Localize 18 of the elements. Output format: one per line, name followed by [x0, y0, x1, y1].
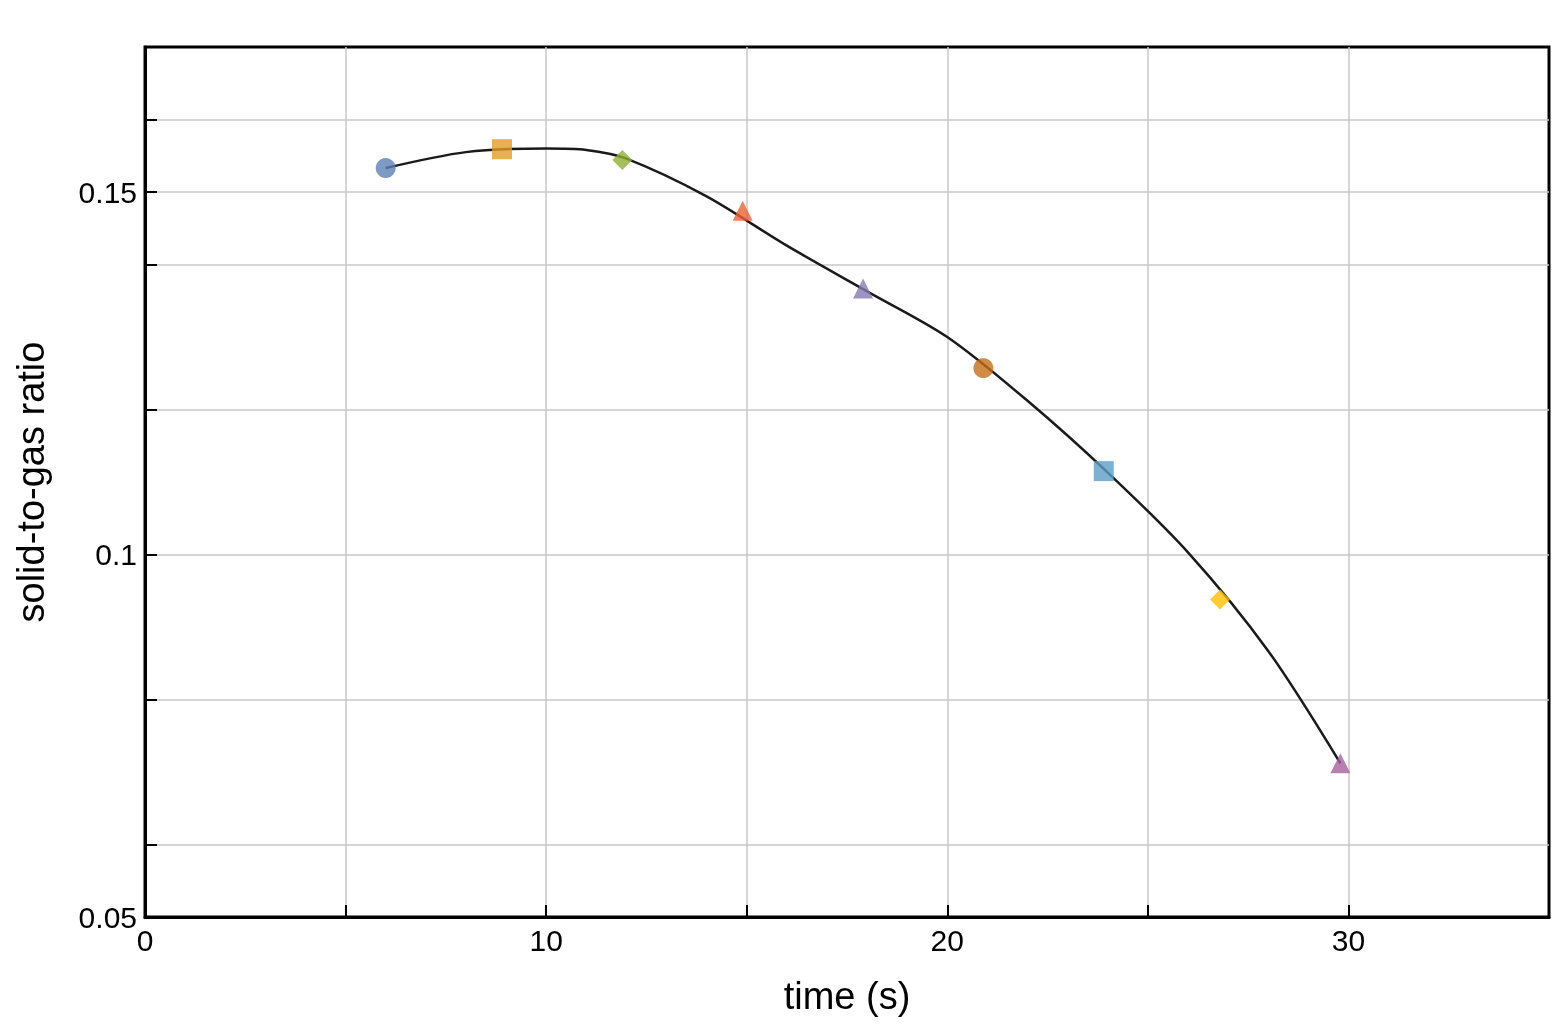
point — [375, 158, 396, 179]
point — [732, 200, 753, 221]
x-tick-label: 30 — [1331, 923, 1366, 957]
y-tick-label: 0.05 — [78, 900, 137, 934]
x-tick-label: 0 — [136, 923, 154, 957]
x-axis-title: time (s) — [783, 975, 911, 1017]
point — [1210, 589, 1231, 610]
y-tick-label: 0.1 — [95, 538, 137, 571]
point — [1093, 461, 1114, 482]
y-tick-label: 0.15 — [78, 175, 137, 209]
x-tick-label: 20 — [930, 923, 964, 957]
point — [853, 278, 874, 299]
point — [612, 150, 633, 171]
x-tick-label: 10 — [529, 923, 563, 957]
point — [973, 358, 994, 379]
point — [1330, 753, 1351, 774]
point — [492, 139, 513, 160]
y-axis-title: solid-to-gas ratio — [10, 341, 52, 623]
